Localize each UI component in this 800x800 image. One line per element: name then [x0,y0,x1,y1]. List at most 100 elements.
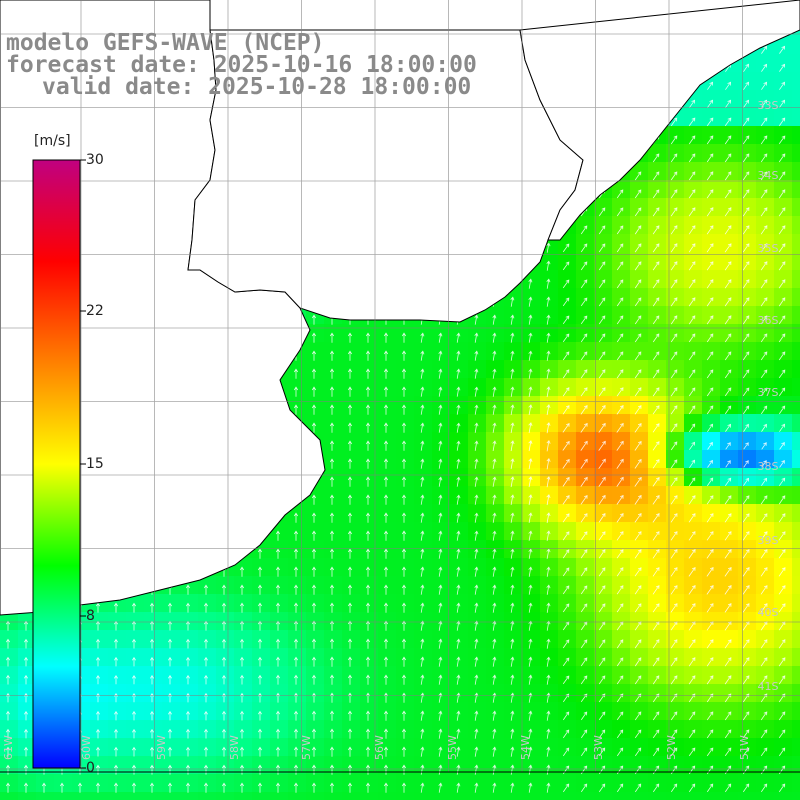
speed-cell [594,576,613,595]
speed-cell [288,684,307,703]
speed-cell [360,360,379,379]
wind-arrow [688,225,696,235]
wind-arrow [438,656,443,667]
speed-cell [360,378,379,397]
wind-arrow [113,620,119,631]
speed-cell [720,306,739,325]
wind-arrow [365,710,371,721]
speed-cell [612,414,631,433]
wind-arrow [706,531,714,541]
speed-cell [450,468,469,487]
speed-cell [558,774,577,793]
speed-cell [522,756,541,775]
speed-cell [594,306,613,325]
wind-arrow [23,710,29,721]
wind-arrow [670,441,678,451]
wind-arrow [149,620,155,631]
wind-arrow [742,387,750,397]
wind-arrow [257,656,263,667]
wind-arrow [616,279,624,289]
speed-cell [378,738,397,757]
wind-arrow [670,603,678,613]
wind-arrow [185,782,191,793]
wind-arrow [257,728,263,739]
wind-arrow [562,440,570,451]
speed-cell [684,774,703,793]
wind-arrow [474,548,479,559]
wind-arrow [329,620,335,631]
forecast-date: forecast date: 2025-10-16 18:00:00 [6,52,477,78]
wind-arrow [778,765,786,775]
speed-cell [792,360,800,379]
speed-cell [216,756,235,775]
speed-cell [180,774,199,793]
speed-cell [18,774,37,793]
wind-arrow [401,458,407,469]
speed-cell [486,342,505,361]
speed-cell [792,558,800,577]
speed-cell [108,684,127,703]
speed-cell [756,180,775,199]
speed-cell [774,342,793,361]
wind-arrow [474,332,479,343]
speed-cell [594,252,613,271]
wind-arrow [779,459,785,468]
speed-cell [450,486,469,505]
speed-cell [432,792,451,800]
wind-arrow [365,764,371,775]
wind-arrow [724,711,732,721]
speed-cell [360,576,379,595]
speed-cell [558,594,577,613]
speed-cell [630,630,649,649]
wind-arrow [760,513,768,523]
wind-arrow [670,639,678,649]
wind-arrow [670,729,678,739]
speed-cell [630,648,649,667]
wind-arrow [113,746,119,757]
speed-cell [720,72,739,91]
speed-cell [666,594,685,613]
speed-cell [666,612,685,631]
wind-arrow [456,674,461,685]
speed-cell [216,612,235,631]
speed-cell [630,252,649,271]
wind-arrow [616,747,624,757]
wind-arrow [670,585,678,595]
wind-arrow [707,459,713,468]
colorbar-gradient [32,159,81,769]
speed-cell [270,612,289,631]
wind-arrow [546,404,551,416]
speed-cell [558,324,577,343]
wind-arrow [562,657,570,667]
wind-arrow [616,549,624,559]
wind-arrow [383,656,389,667]
wind-arrow [311,350,317,361]
wind-arrow [131,710,137,721]
speed-cell [342,558,361,577]
speed-cell [756,414,775,433]
wind-arrow [149,674,155,685]
speed-cell [432,594,451,613]
wind-arrow [706,333,714,343]
wind-arrow [760,711,768,721]
wind-arrow [221,674,227,685]
speed-cell [504,306,523,325]
colorbar-tick-0: 0 [86,760,95,776]
wind-arrow [743,99,750,108]
speed-cell [396,540,415,559]
speed-cell [396,342,415,361]
wind-arrow [474,386,479,397]
wind-arrow [725,460,731,468]
wind-arrow [293,584,299,595]
speed-cell [468,738,487,757]
speed-cell [216,702,235,721]
speed-cell [414,432,433,451]
speed-cell [414,756,433,775]
speed-cell [162,774,181,793]
speed-cell [252,774,271,793]
speed-cell [18,792,37,800]
wind-arrow [275,674,281,685]
speed-cell [0,612,19,631]
wind-arrow [474,530,479,541]
speed-cell [702,576,721,595]
